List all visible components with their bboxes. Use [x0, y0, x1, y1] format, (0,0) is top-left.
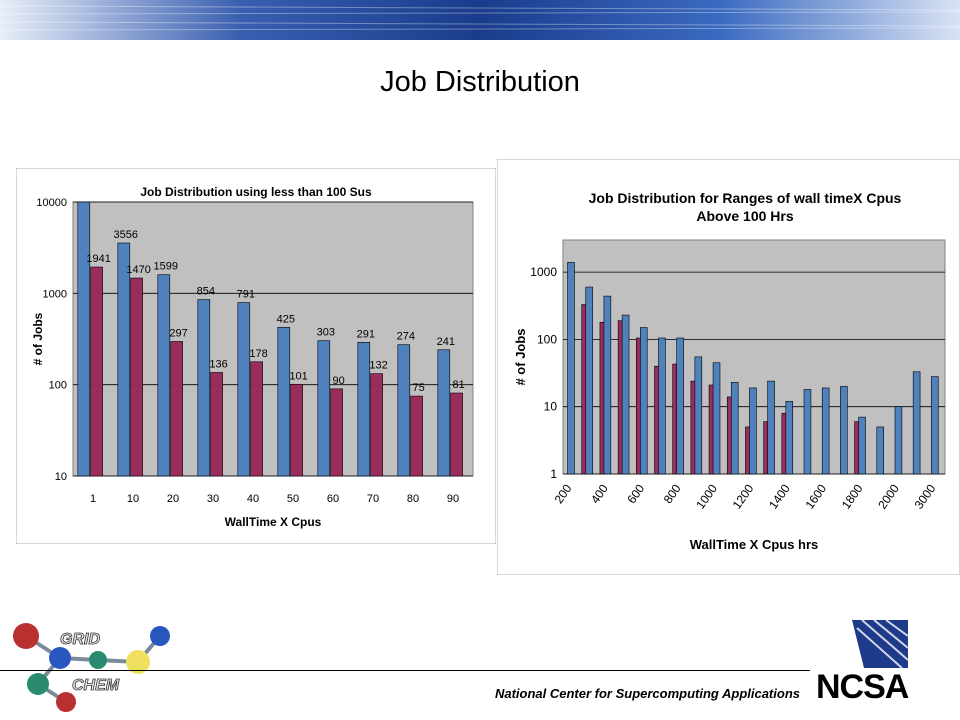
bar	[603, 295, 612, 475]
gridchem-logo-text-chem: CHEM	[72, 677, 120, 694]
bar	[767, 380, 775, 475]
data-label: 132	[369, 360, 387, 372]
y-tick-label: 1000	[43, 288, 67, 300]
data-label: 303	[317, 327, 335, 339]
bar	[730, 382, 739, 475]
bar	[785, 401, 794, 475]
ncsa-logo-text: NCSA	[816, 668, 909, 702]
chart-title: Job Distribution using less than 100 Sus	[140, 185, 372, 199]
data-label: 291	[357, 328, 375, 340]
bar	[170, 341, 183, 477]
bar	[77, 201, 91, 477]
bar	[567, 261, 575, 475]
bar	[317, 340, 331, 477]
ncsa-logo: NCSA	[816, 620, 910, 702]
x-tick-label: 50	[287, 493, 299, 505]
x-tick-label: 60	[327, 493, 339, 505]
bar	[912, 371, 921, 475]
bar	[749, 387, 757, 475]
data-label: 75	[412, 382, 424, 394]
y-tick-label: 1	[550, 467, 557, 481]
data-label: 1599	[154, 261, 178, 273]
bar	[803, 389, 812, 475]
slide-title: Job Distribution	[380, 66, 580, 98]
data-label: 1470	[126, 264, 150, 276]
bar	[250, 361, 263, 477]
x-axis-label: WallTime X Cpus	[225, 515, 322, 529]
data-label: 241	[437, 336, 455, 348]
x-tick-label: 10	[127, 493, 139, 505]
top-banner	[0, 0, 960, 40]
bar	[676, 337, 684, 475]
data-label: 791	[237, 289, 255, 301]
y-tick-label: 100	[537, 332, 557, 346]
bar	[370, 373, 383, 477]
bar	[894, 406, 903, 475]
footer-text: National Center for Supercomputing Appli…	[494, 686, 800, 701]
chart-title: Job Distribution for Ranges of wall time…	[589, 190, 902, 206]
bar	[330, 388, 343, 477]
bar	[397, 344, 411, 477]
bar	[197, 299, 211, 477]
bar	[694, 356, 703, 475]
bar	[640, 327, 648, 475]
bar	[821, 387, 830, 475]
data-label: 101	[289, 370, 307, 382]
bar	[658, 337, 666, 475]
bar	[931, 376, 939, 475]
data-label: 3556	[114, 229, 138, 241]
gridchem-logo-text-grid: GRID	[60, 631, 100, 648]
bar	[357, 341, 371, 477]
x-axis-label: WallTime X Cpus hrs	[690, 537, 819, 552]
bar	[117, 242, 131, 477]
y-tick-label: 100	[49, 380, 67, 392]
bar	[410, 395, 423, 477]
y-axis-label: # of Jobs	[31, 312, 45, 365]
x-tick-label: 1	[90, 493, 96, 505]
data-label: 81	[452, 379, 464, 391]
data-label: 297	[169, 327, 187, 339]
y-tick-label: 10	[544, 400, 558, 414]
bar	[621, 314, 630, 475]
bar	[210, 372, 223, 477]
x-tick-label: 30	[207, 493, 219, 505]
bar	[840, 386, 848, 475]
gridchem-logo: GRID CHEM	[13, 623, 170, 712]
x-tick-label: 70	[367, 493, 379, 505]
data-label: 854	[197, 286, 215, 298]
chart-subtitle: Above 100 Hrs	[696, 208, 793, 224]
data-label: 274	[397, 331, 415, 343]
bar	[130, 277, 143, 477]
footer-divider	[0, 670, 810, 671]
x-tick-label: 90	[447, 493, 459, 505]
bar	[876, 426, 884, 475]
y-tick-label: 10000	[36, 197, 67, 209]
x-tick-label: 80	[407, 493, 419, 505]
chart-wall-time-under-100: 10 100 1000 10000 3556 1599 854 791 425 303 291 274…	[16, 168, 496, 544]
data-label: 425	[277, 313, 295, 325]
bar	[90, 266, 103, 477]
data-label: 178	[249, 348, 267, 360]
bar	[585, 286, 593, 475]
x-tick-label: 40	[247, 493, 259, 505]
data-label: 90	[332, 375, 344, 387]
x-tick-label: 20	[167, 493, 179, 505]
y-tick-label: 1000	[530, 265, 557, 279]
bar	[858, 416, 866, 475]
data-label: 136	[209, 358, 227, 370]
bar	[237, 302, 251, 477]
bar	[450, 392, 463, 477]
bar	[277, 326, 291, 477]
data-label: 1941	[86, 253, 110, 265]
bar	[290, 383, 303, 477]
bar	[437, 349, 451, 477]
y-tick-label: 10	[55, 471, 67, 483]
bar	[157, 274, 171, 477]
bar	[712, 362, 721, 475]
y-axis-label: # of Jobs	[513, 328, 528, 385]
